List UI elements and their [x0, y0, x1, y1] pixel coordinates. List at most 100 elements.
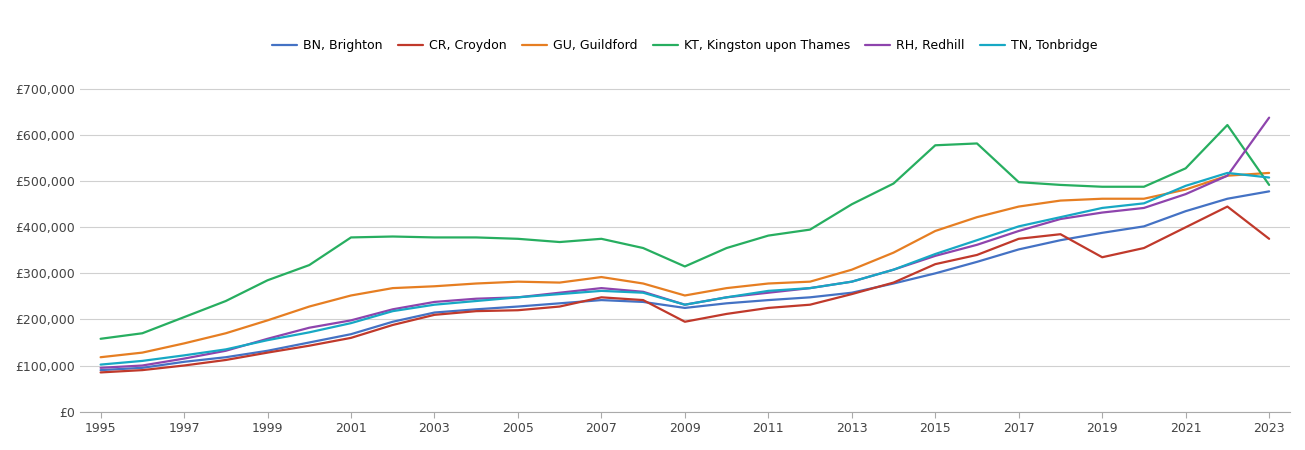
TN, Tonbridge — [886, 267, 902, 272]
TN, Tonbridge — [928, 251, 944, 256]
TN, Tonbridge — [636, 290, 651, 295]
BN, Brighton — [761, 297, 776, 303]
BN, Brighton — [427, 310, 442, 315]
KT, Kingston upon Thames — [1220, 122, 1236, 128]
CR, Croydon — [343, 335, 359, 341]
RH, Redhill — [385, 306, 401, 312]
GU, Guildford — [1011, 204, 1027, 209]
KT, Kingston upon Thames — [719, 245, 735, 251]
KT, Kingston upon Thames — [552, 239, 568, 245]
RH, Redhill — [970, 242, 985, 248]
CR, Croydon — [719, 311, 735, 317]
TN, Tonbridge — [594, 288, 609, 293]
GU, Guildford — [1053, 198, 1069, 203]
KT, Kingston upon Thames — [176, 315, 192, 320]
BN, Brighton — [844, 290, 860, 295]
GU, Guildford — [301, 304, 317, 309]
BN, Brighton — [134, 365, 150, 370]
Line: KT, Kingston upon Thames: KT, Kingston upon Thames — [100, 125, 1270, 339]
GU, Guildford — [176, 341, 192, 346]
BN, Brighton — [928, 270, 944, 276]
BN, Brighton — [970, 259, 985, 265]
BN, Brighton — [1095, 230, 1111, 235]
RH, Redhill — [510, 295, 526, 300]
RH, Redhill — [803, 285, 818, 291]
KT, Kingston upon Thames — [1053, 182, 1069, 188]
GU, Guildford — [594, 274, 609, 280]
CR, Croydon — [134, 367, 150, 373]
GU, Guildford — [1220, 173, 1236, 178]
CR, Croydon — [844, 292, 860, 297]
GU, Guildford — [468, 281, 484, 286]
CR, Croydon — [677, 319, 693, 324]
RH, Redhill — [677, 302, 693, 307]
BN, Brighton — [594, 297, 609, 303]
TN, Tonbridge — [301, 330, 317, 335]
RH, Redhill — [260, 336, 275, 342]
GU, Guildford — [134, 350, 150, 356]
KT, Kingston upon Thames — [1137, 184, 1152, 189]
KT, Kingston upon Thames — [301, 262, 317, 268]
KT, Kingston upon Thames — [427, 235, 442, 240]
CR, Croydon — [803, 302, 818, 307]
KT, Kingston upon Thames — [93, 336, 108, 342]
TN, Tonbridge — [677, 302, 693, 307]
RH, Redhill — [218, 348, 234, 353]
TN, Tonbridge — [1095, 205, 1111, 211]
KT, Kingston upon Thames — [134, 331, 150, 336]
CR, Croydon — [1011, 236, 1027, 242]
TN, Tonbridge — [1053, 215, 1069, 220]
KT, Kingston upon Thames — [343, 235, 359, 240]
BN, Brighton — [260, 348, 275, 353]
KT, Kingston upon Thames — [636, 245, 651, 251]
GU, Guildford — [1262, 170, 1278, 176]
CR, Croydon — [552, 304, 568, 309]
CR, Croydon — [301, 343, 317, 348]
Line: RH, Redhill: RH, Redhill — [100, 117, 1270, 368]
GU, Guildford — [218, 331, 234, 336]
TN, Tonbridge — [93, 362, 108, 367]
GU, Guildford — [970, 215, 985, 220]
TN, Tonbridge — [427, 302, 442, 307]
BN, Brighton — [719, 301, 735, 306]
BN, Brighton — [1053, 238, 1069, 243]
GU, Guildford — [719, 285, 735, 291]
TN, Tonbridge — [803, 285, 818, 291]
TN, Tonbridge — [1262, 175, 1278, 180]
BN, Brighton — [1178, 208, 1194, 214]
GU, Guildford — [1137, 196, 1152, 202]
TN, Tonbridge — [385, 308, 401, 314]
RH, Redhill — [844, 279, 860, 284]
CR, Croydon — [468, 308, 484, 314]
CR, Croydon — [928, 261, 944, 267]
GU, Guildford — [886, 250, 902, 255]
TN, Tonbridge — [218, 346, 234, 352]
CR, Croydon — [1220, 204, 1236, 209]
BN, Brighton — [343, 332, 359, 337]
Line: GU, Guildford: GU, Guildford — [100, 173, 1270, 357]
RH, Redhill — [134, 363, 150, 368]
Legend: BN, Brighton, CR, Croydon, GU, Guildford, KT, Kingston upon Thames, RH, Redhill,: BN, Brighton, CR, Croydon, GU, Guildford… — [268, 34, 1103, 58]
GU, Guildford — [844, 267, 860, 272]
TN, Tonbridge — [260, 338, 275, 343]
TN, Tonbridge — [510, 295, 526, 300]
RH, Redhill — [552, 290, 568, 295]
RH, Redhill — [93, 365, 108, 370]
CR, Croydon — [1137, 245, 1152, 251]
KT, Kingston upon Thames — [260, 278, 275, 283]
TN, Tonbridge — [844, 279, 860, 284]
KT, Kingston upon Thames — [510, 236, 526, 242]
GU, Guildford — [1178, 187, 1194, 192]
TN, Tonbridge — [468, 298, 484, 304]
BN, Brighton — [552, 301, 568, 306]
KT, Kingston upon Thames — [803, 227, 818, 232]
BN, Brighton — [1262, 189, 1278, 194]
CR, Croydon — [886, 280, 902, 285]
Line: BN, Brighton: BN, Brighton — [100, 191, 1270, 370]
KT, Kingston upon Thames — [468, 235, 484, 240]
GU, Guildford — [552, 280, 568, 285]
BN, Brighton — [301, 340, 317, 345]
BN, Brighton — [510, 304, 526, 309]
RH, Redhill — [1011, 228, 1027, 234]
KT, Kingston upon Thames — [928, 143, 944, 148]
